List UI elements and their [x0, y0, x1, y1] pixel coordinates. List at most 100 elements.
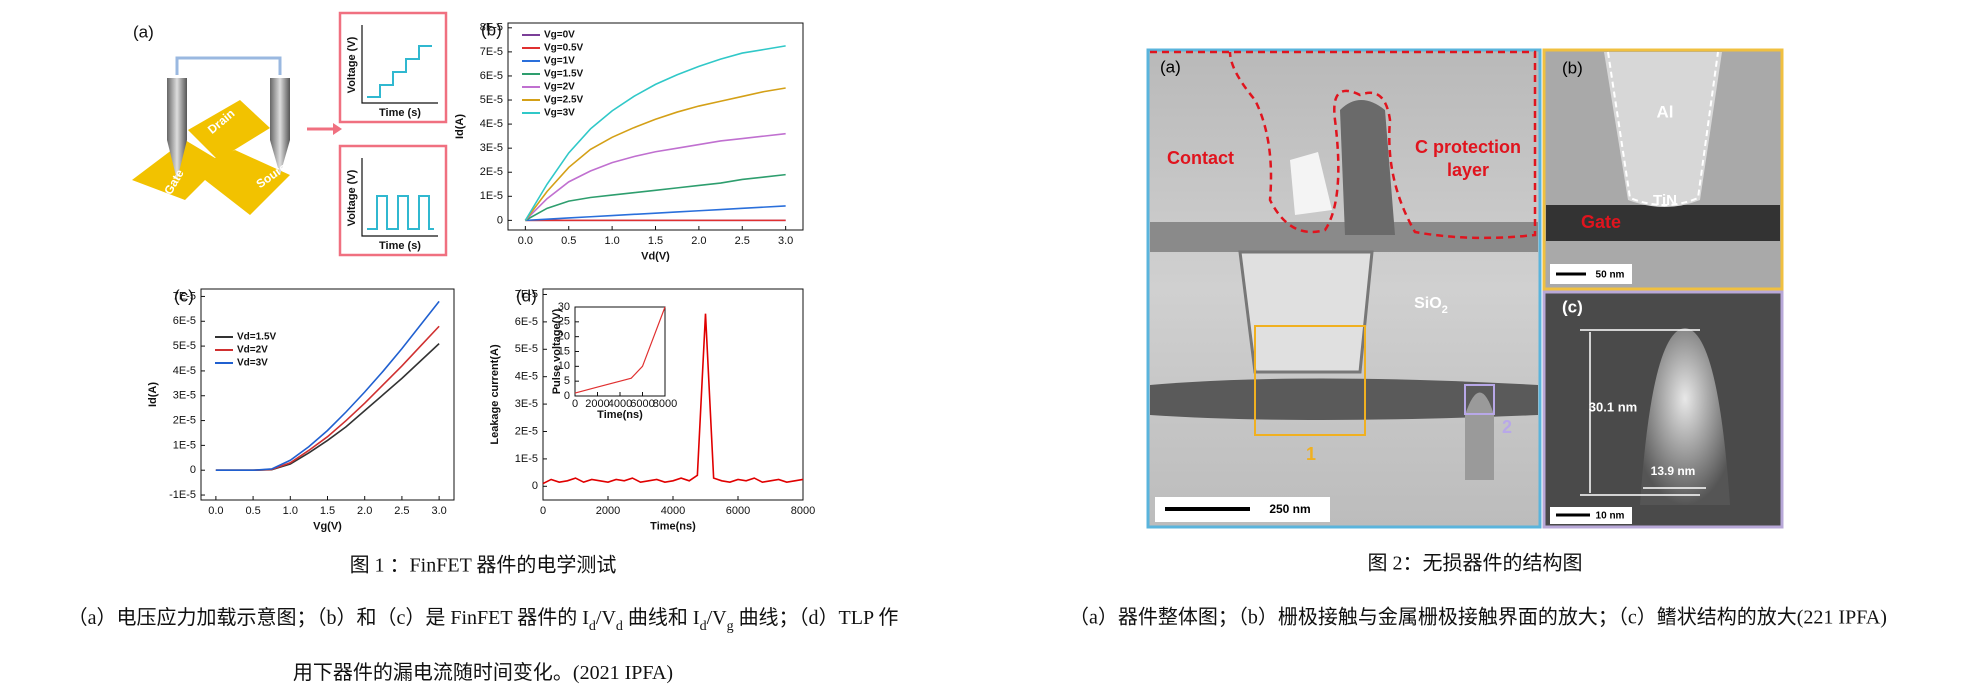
contact-column — [1340, 100, 1395, 235]
figure-description: 用下器件的漏电流随时间变化。(2021 IPFA) — [293, 661, 673, 684]
x-tick-label: 1.5 — [320, 505, 335, 517]
outline — [1607, 51, 1719, 206]
y-tick-label: 1E-5 — [515, 453, 538, 465]
region-outline — [1150, 50, 1537, 240]
y-tick-label: 7E-5 — [173, 290, 196, 302]
y-tick-label: 6E-5 — [480, 70, 503, 82]
x-tick-label: 4000 — [608, 398, 632, 410]
x-tick-label: 1.0 — [604, 235, 619, 247]
wire — [175, 56, 282, 75]
x-tick-label: 0 — [540, 505, 546, 517]
fin — [1640, 328, 1730, 505]
arrow-head — [333, 123, 342, 135]
region-label: Al — [1657, 102, 1674, 121]
y-tick-label: 0 — [497, 214, 503, 226]
panel-label: (b) — [1562, 58, 1583, 77]
data-line — [525, 205, 786, 222]
axis-label: Voltage (V) — [346, 36, 358, 93]
axis-label: Time (s) — [379, 240, 421, 252]
panel-label: (a) — [133, 22, 154, 41]
box-label: 2 — [1502, 417, 1512, 437]
x-tick-label: 2.5 — [735, 235, 750, 247]
dimension-label: 13.9 nm — [1651, 464, 1696, 478]
text-run: 曲线和 I — [623, 606, 700, 629]
data-line — [574, 306, 666, 394]
legend-label: Vg=0V — [544, 30, 575, 41]
x-tick-label: 3.0 — [778, 235, 793, 247]
scale-label: 50 nm — [1596, 270, 1625, 281]
figure-description: （a）器件整体图；（b）栅极接触与金属栅极接触界面的放大；（c）鳍状结构的放大(… — [1069, 606, 1887, 629]
x-tick-label: 3.0 — [431, 505, 446, 517]
x-tick-label: 4000 — [661, 505, 685, 517]
x-tick-label: 1.0 — [283, 505, 298, 517]
subscript: g — [727, 619, 734, 634]
y-tick-label: -1E-5 — [169, 489, 196, 501]
y-tick-label: 0 — [190, 464, 196, 476]
legend-label: Vd=3V — [237, 358, 268, 369]
data-line — [524, 87, 786, 221]
y-axis-label: Pulse voltage(V) — [551, 308, 563, 394]
y-tick-label: 4E-5 — [515, 371, 538, 383]
y-tick-label: 8E-5 — [480, 22, 503, 34]
text-run: /V — [707, 607, 728, 629]
data-line — [215, 300, 440, 472]
dimension-label: 30.1 nm — [1589, 399, 1637, 414]
x-tick-label: 2000 — [596, 505, 620, 517]
plot-frame — [507, 22, 804, 231]
text-run: 用下器件的漏电流随时间变化。(2021 IPFA) — [293, 661, 673, 684]
pads — [132, 140, 290, 215]
panel-label: (a) — [1160, 57, 1181, 76]
step-wave — [367, 45, 432, 98]
y-tick-label: 15 — [558, 345, 570, 357]
legend-label: Vg=1.5V — [544, 69, 584, 80]
y-axis-label: Leakage current(A) — [489, 344, 501, 445]
region-label: C protection — [1415, 137, 1521, 157]
legend-label: Vd=1.5V — [237, 332, 277, 343]
zoom-box — [1464, 384, 1495, 415]
text-run: （a）电压应力加载示意图；（b）和（c）是 FinFET 器件的 I — [68, 606, 589, 629]
panel-label: (c) — [174, 286, 194, 305]
x-tick-label: 0.5 — [245, 505, 260, 517]
y-tick-label: 3E-5 — [173, 390, 196, 402]
y-tick-label: 2E-5 — [515, 425, 538, 437]
x-tick-label: 0.5 — [561, 235, 576, 247]
region-label: Gate — [1581, 212, 1621, 232]
micrograph-a — [1146, 48, 1542, 529]
layer — [1150, 222, 1538, 252]
y-axis-label: Id(A) — [454, 114, 466, 139]
plot-frame — [574, 306, 666, 397]
region-label: SiO2 — [1414, 295, 1448, 316]
text-run: /V — [596, 607, 617, 629]
legend-label: Vg=2V — [544, 82, 575, 93]
y-tick-label: 6E-5 — [173, 315, 196, 327]
legend-label: Vg=3V — [544, 108, 575, 119]
data-line — [524, 132, 786, 221]
panel-label: (b) — [481, 20, 502, 39]
x-axis-label: Time(ns) — [650, 520, 696, 532]
metal — [1604, 52, 1722, 207]
y-tick-label: 3E-5 — [515, 398, 538, 410]
x-tick-label: 2.5 — [394, 505, 409, 517]
x-tick-label: 8000 — [653, 398, 677, 410]
zoom-box — [1254, 325, 1366, 436]
region-label: layer — [1447, 160, 1489, 180]
y-tick-label: 2E-5 — [173, 414, 196, 426]
x-tick-label: 2.0 — [357, 505, 372, 517]
legend-label: Vd=2V — [237, 345, 268, 356]
y-tick-label: 4E-5 — [173, 365, 196, 377]
x-tick-label: 0.0 — [518, 235, 533, 247]
pulse-wave — [367, 195, 434, 230]
legend-label: Vg=1V — [544, 56, 575, 67]
contact-trench — [1238, 250, 1374, 374]
dimension-lines — [1580, 329, 1706, 496]
y-tick-label: 5 — [564, 375, 570, 387]
panel-label: (d) — [516, 286, 537, 305]
y-tick-label: 5E-5 — [480, 94, 503, 106]
probe — [270, 78, 290, 175]
x-tick-label: 0 — [572, 398, 578, 410]
text-run: 曲线；（d）TLP 作 — [734, 606, 899, 629]
x-axis-label: Time(ns) — [597, 409, 643, 421]
signal-axes — [361, 25, 438, 237]
micrograph-b — [1542, 48, 1784, 291]
